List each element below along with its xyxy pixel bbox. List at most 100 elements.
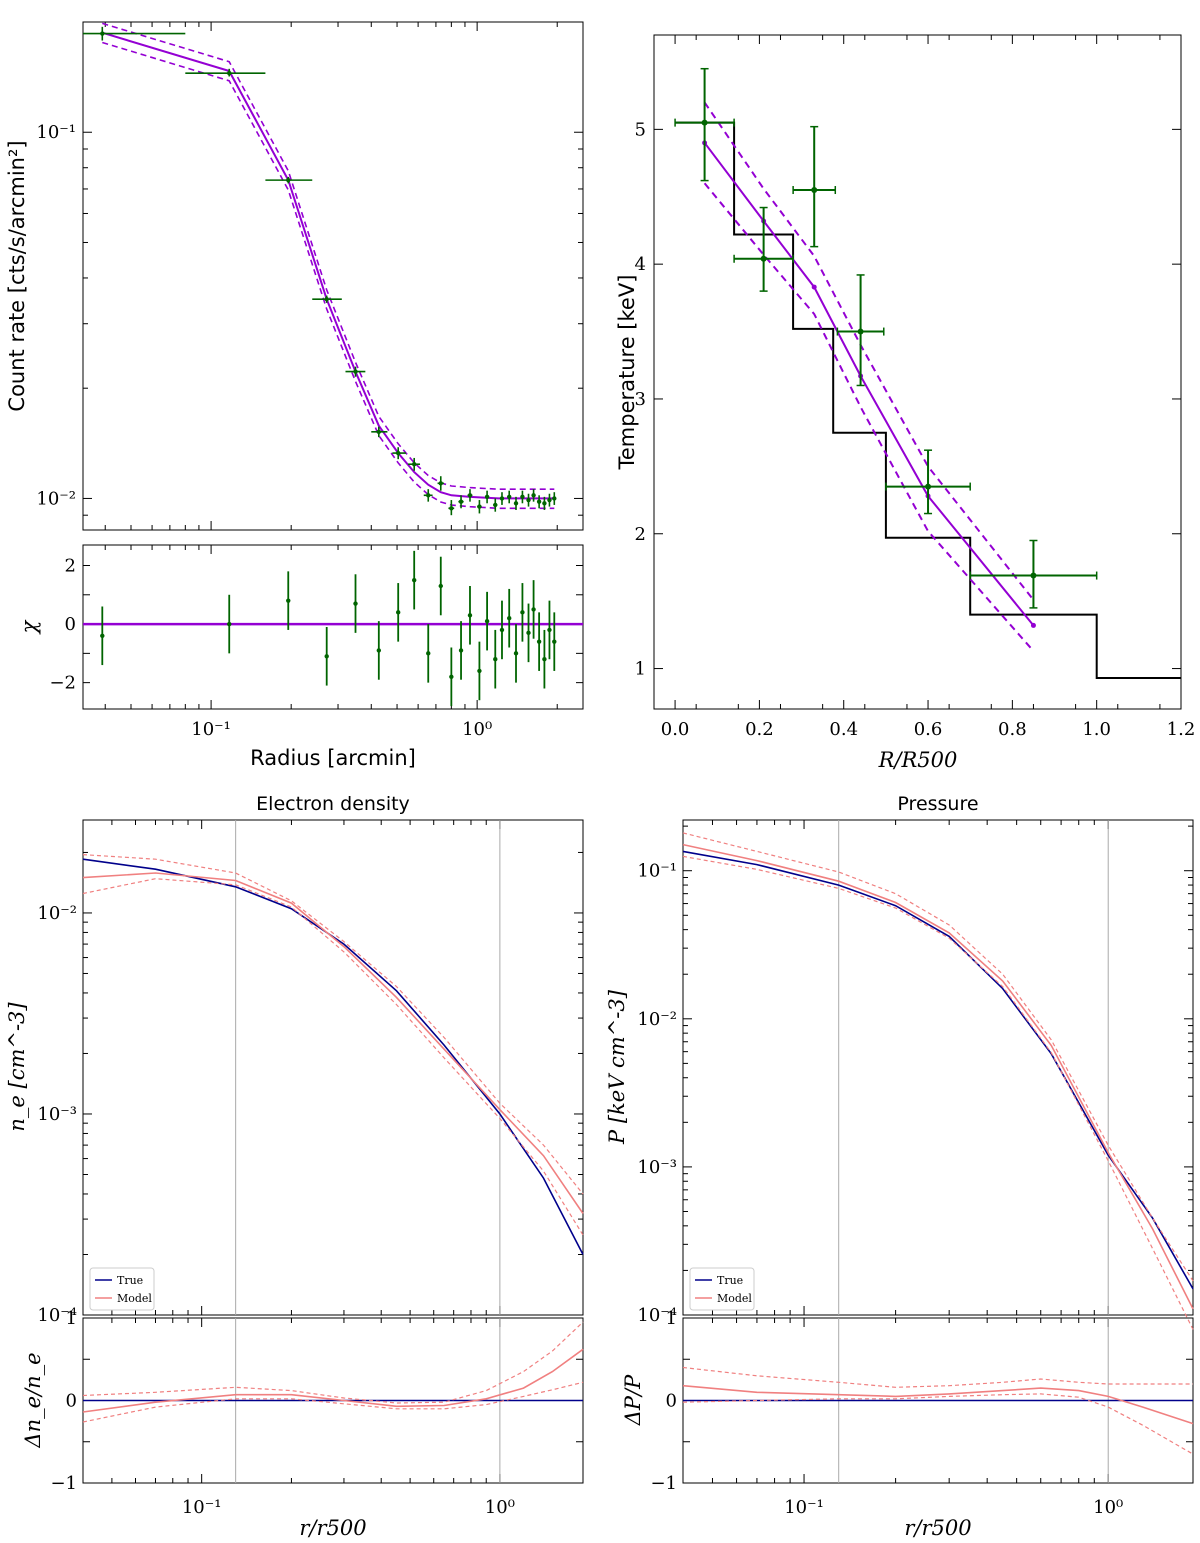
ne-ytick-label: 10⁻³ [37, 1104, 77, 1125]
p-resid-series-model-lower [682, 1393, 1194, 1455]
temp-xtick-label: 0.0 [661, 719, 690, 740]
p-series-model-lower [682, 855, 1194, 1330]
sb-point [526, 497, 531, 503]
radius-xlabel: Radius [arcmin] [250, 746, 416, 770]
chi-point [477, 668, 482, 674]
ne-ylabel: n_e [cm^-3] [5, 1002, 29, 1132]
ne-resid-ytick-label: −1 [50, 1473, 77, 1494]
sb-point [411, 462, 417, 467]
chi-point [376, 648, 382, 653]
p-ytick-label: 10⁻³ [637, 1157, 677, 1178]
p-legend-true: True [717, 1274, 743, 1287]
chi-point [493, 657, 498, 662]
p-xlabel: r/r500 [904, 1516, 971, 1540]
sb-point [467, 493, 473, 498]
ne-series-true [82, 858, 584, 1255]
chi-point [286, 598, 291, 603]
ne-legend: True Model [89, 1267, 155, 1311]
ne-series-model-lower [82, 878, 584, 1236]
ne-resid-xtick-label: 10⁰ [485, 1497, 515, 1518]
temp-data-point [1030, 572, 1037, 579]
chi-point [411, 577, 417, 583]
sb-point [286, 177, 291, 183]
temp-ytick-label: 5 [635, 119, 646, 140]
chi-point [426, 651, 431, 656]
p-resid-ytick-label: 1 [666, 1308, 677, 1329]
ne-series-model [82, 872, 584, 1214]
ne-resid-series-model-upper [82, 1321, 584, 1404]
sb-point [531, 493, 536, 498]
p-series-model-upper [682, 832, 1194, 1282]
sb-point [458, 499, 464, 504]
ne-resid-series-model-lower [82, 1381, 584, 1423]
temp-xtick-label: 0.4 [829, 719, 858, 740]
temp-data-point [925, 483, 932, 490]
sb-point [395, 450, 401, 456]
temp-model-point [1030, 622, 1036, 628]
temp-model-point [811, 284, 817, 290]
p-series-model [682, 843, 1194, 1310]
sb-point [353, 369, 358, 374]
ne-panel-frame-full [82, 819, 584, 1316]
temp-data-point [857, 328, 864, 335]
sb-point [513, 501, 519, 506]
chi-point [520, 610, 525, 615]
sb-model-line [102, 31, 555, 500]
temp-ylabel: Temperature [keV] [615, 275, 639, 471]
sb-point [536, 499, 542, 504]
sb-point [438, 481, 443, 486]
sb-point [484, 494, 490, 500]
chi-point [552, 639, 557, 644]
ne-series-model-upper [82, 854, 584, 1195]
sb-point [552, 496, 557, 501]
temp-data-point [760, 255, 767, 262]
ne-resid-ylabel: Δn_e/n_e [21, 1352, 45, 1448]
chi-ytick-label: −2 [49, 673, 76, 694]
temp-xtick-label: 0.2 [745, 719, 774, 740]
chi-point [499, 627, 505, 633]
chi-point [542, 657, 547, 662]
chi-ylabel: χ [17, 619, 41, 635]
sb-point [477, 504, 482, 509]
sb-ytick-label: 10⁻² [36, 488, 76, 509]
p-resid-xtick-label: 10⁻¹ [784, 1497, 824, 1518]
ne-ytick-label: 10⁻² [37, 903, 77, 924]
temp-xtick-label: 0.8 [998, 719, 1027, 740]
p-resid-xtick-label: 10⁰ [1093, 1497, 1123, 1518]
p-ytick-label: 10⁻¹ [637, 861, 677, 882]
chi-point [467, 613, 473, 618]
chi-panel-frame [82, 544, 584, 710]
temp-model-upper [703, 101, 1035, 601]
sb-point [507, 494, 512, 500]
chi-point [547, 627, 552, 633]
chi-point [227, 621, 232, 627]
sb-point [426, 493, 431, 498]
p-series-true [682, 850, 1194, 1290]
temp-xlabel: R/R500 [878, 748, 958, 772]
temp-model-line [703, 142, 1035, 627]
sb-point [449, 506, 454, 511]
p-ytick-label: 10⁻⁴ [637, 1305, 677, 1326]
temp-ytick-label: 1 [635, 659, 646, 680]
sb-point [520, 494, 525, 500]
p-ylabel: P [keV cm^-3] [605, 989, 629, 1145]
temp-data-point [701, 119, 708, 126]
sb-point [324, 297, 329, 302]
p-ytick-label: 10⁻² [637, 1009, 677, 1030]
sb-point [542, 501, 547, 506]
p-resid-ytick-label: −1 [650, 1473, 677, 1494]
chi-point [536, 639, 542, 644]
chi-ytick-label: 2 [65, 556, 76, 577]
ne-resid-series-model [82, 1348, 584, 1413]
p-legend-model: Model [717, 1292, 752, 1305]
ne-xlabel: r/r500 [299, 1516, 366, 1540]
chi-point [395, 610, 401, 615]
p-resid-series-model [682, 1384, 1194, 1425]
temp-true-step [675, 121, 1181, 679]
temp-panel-frame [653, 34, 1182, 710]
sb-point [100, 31, 105, 36]
p-resid-ylabel: ΔP/P [621, 1374, 645, 1426]
ne-legend-true: True [117, 1274, 143, 1287]
chi-point [324, 654, 329, 659]
